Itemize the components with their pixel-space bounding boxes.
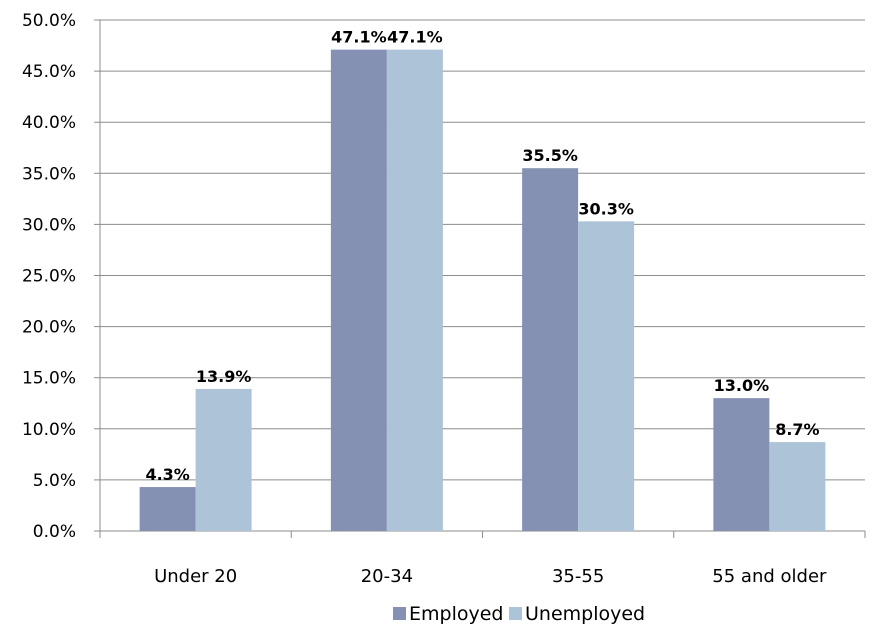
x-category-label: 35-55 [552, 566, 604, 587]
data-labels: 4.3% 13.9% 47.1% 47.1% 35.5% 30.3% 13.0% 8.7% [145, 28, 819, 484]
y-tick-label: 0.0% [33, 522, 76, 542]
bar-unemployed [195, 388, 252, 531]
y-tick-label: 40.0% [22, 113, 76, 133]
data-label: 13.9% [196, 367, 252, 386]
data-label: 8.7% [775, 420, 819, 439]
y-tick-label: 15.0% [22, 369, 76, 389]
legend-label: Unemployed [525, 603, 645, 625]
y-tick-label: 10.0% [22, 420, 76, 440]
y-tick-label: 50.0% [22, 11, 76, 31]
data-label: 35.5% [522, 146, 578, 165]
data-label: 4.3% [145, 465, 189, 484]
x-category-label: 55 and older [712, 566, 827, 587]
bar-unemployed [578, 221, 635, 532]
y-tick-label: 35.0% [22, 164, 76, 184]
data-label: 47.1% [387, 28, 443, 47]
legend: Employed Unemployed [393, 603, 645, 625]
data-label: 47.1% [331, 28, 387, 47]
y-tick-label: 5.0% [33, 471, 76, 491]
bar-employed [713, 398, 770, 531]
bar-employed [522, 168, 579, 531]
y-tick-label: 20.0% [22, 318, 76, 338]
legend-label: Employed [409, 603, 503, 625]
bars [139, 49, 826, 532]
x-category-label: 20-34 [361, 566, 413, 587]
legend-swatch-employed [393, 607, 406, 620]
bar-employed [139, 487, 196, 531]
data-label: 13.0% [714, 376, 770, 395]
y-tick-label: 25.0% [22, 267, 76, 287]
legend-swatch-unemployed [509, 607, 522, 620]
y-tick-label: 30.0% [22, 215, 76, 235]
data-label: 30.3% [578, 199, 634, 218]
bar-unemployed [386, 49, 443, 531]
bar-employed [330, 49, 387, 531]
x-category-label: Under 20 [154, 566, 237, 587]
axes: 0.0% 5.0% 10.0% 15.0% 20.0% 25.0% 30.0% 35.0% 40… [22, 11, 866, 587]
y-tick-label: 45.0% [22, 62, 76, 82]
bar-unemployed [769, 442, 826, 531]
